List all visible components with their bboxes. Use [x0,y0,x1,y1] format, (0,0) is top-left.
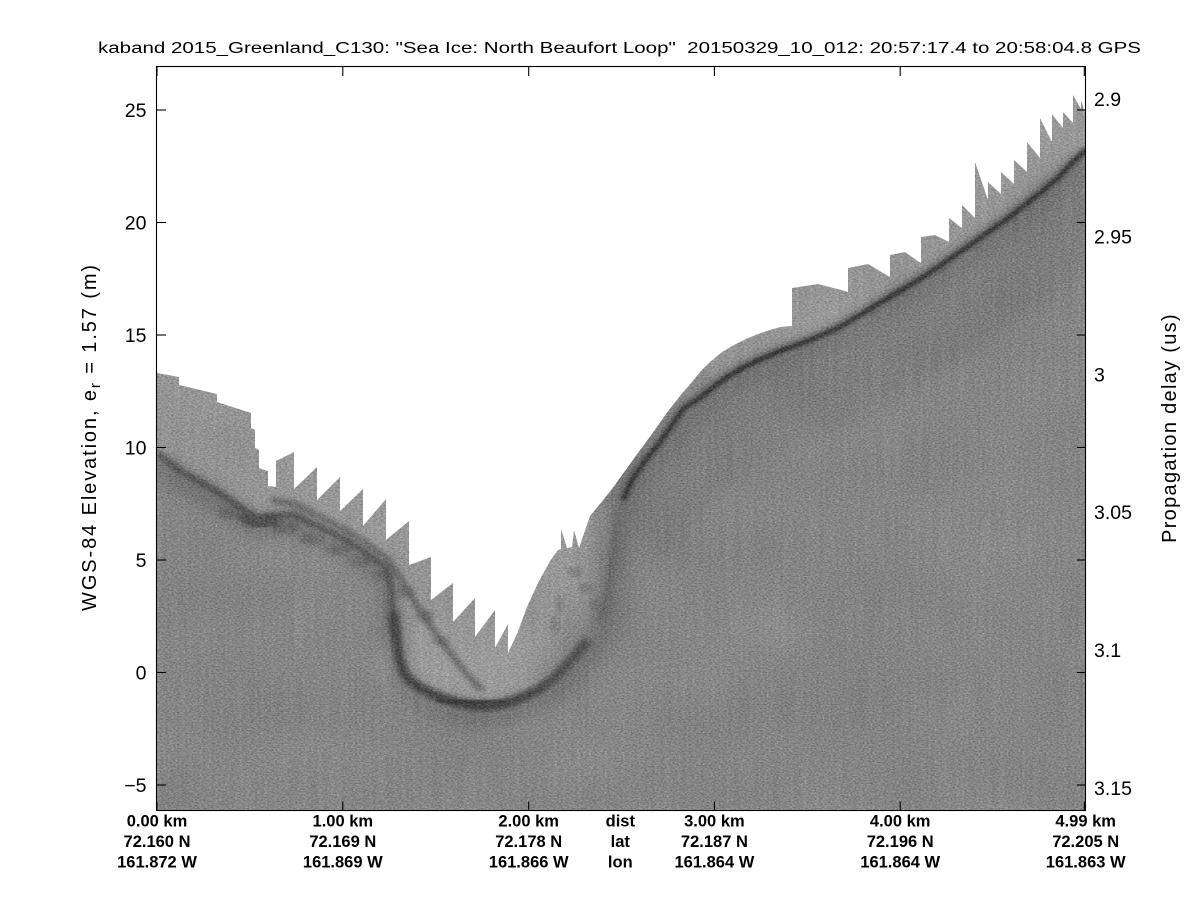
svg-text:72.178 N: 72.178 N [495,833,562,851]
svg-text:161.864 W: 161.864 W [674,854,754,872]
svg-text:161.869 W: 161.869 W [303,854,383,872]
svg-text:Propagation delay (us): Propagation delay (us) [1159,313,1181,543]
svg-text:3.00 km: 3.00 km [684,813,745,831]
svg-text:2.9: 2.9 [1094,89,1121,111]
svg-text:dist: dist [606,813,636,831]
svg-text:20: 20 [125,213,147,235]
svg-text:161.866 W: 161.866 W [489,854,569,872]
svg-text:3.15: 3.15 [1094,778,1132,800]
svg-text:5: 5 [136,550,147,572]
svg-text:WGS-84 Elevation, er = 1.57 (m: WGS-84 Elevation, er = 1.57 (m) [79,263,104,611]
svg-text:0: 0 [136,663,147,685]
svg-text:72.160 N: 72.160 N [124,833,191,851]
svg-text:72.187 N: 72.187 N [681,833,748,851]
svg-text:lon: lon [608,854,633,872]
svg-text:25: 25 [125,100,147,122]
svg-text:2.00 km: 2.00 km [498,813,559,831]
svg-text:72.169 N: 72.169 N [309,833,376,851]
svg-text:4.00 km: 4.00 km [870,813,931,831]
svg-text:161.863 W: 161.863 W [1046,854,1126,872]
svg-text:−5: −5 [124,775,146,797]
svg-text:4.99 km: 4.99 km [1055,813,1116,831]
svg-text:3.05: 3.05 [1094,502,1132,524]
svg-text:0.00 km: 0.00 km [127,813,188,831]
svg-text:161.872 W: 161.872 W [117,854,197,872]
svg-text:2.95: 2.95 [1094,227,1132,249]
svg-text:1.00 km: 1.00 km [313,813,374,831]
svg-text:161.864 W: 161.864 W [860,854,940,872]
svg-text:kaband 2015_Greenland_C130: "S: kaband 2015_Greenland_C130: "Sea Ice: No… [98,40,1141,57]
svg-text:72.205 N: 72.205 N [1052,833,1119,851]
svg-text:3: 3 [1094,364,1105,386]
svg-text:3.1: 3.1 [1094,640,1121,662]
svg-text:15: 15 [125,325,147,347]
svg-text:lat: lat [611,833,631,851]
svg-text:10: 10 [125,438,147,460]
svg-text:72.196 N: 72.196 N [867,833,934,851]
